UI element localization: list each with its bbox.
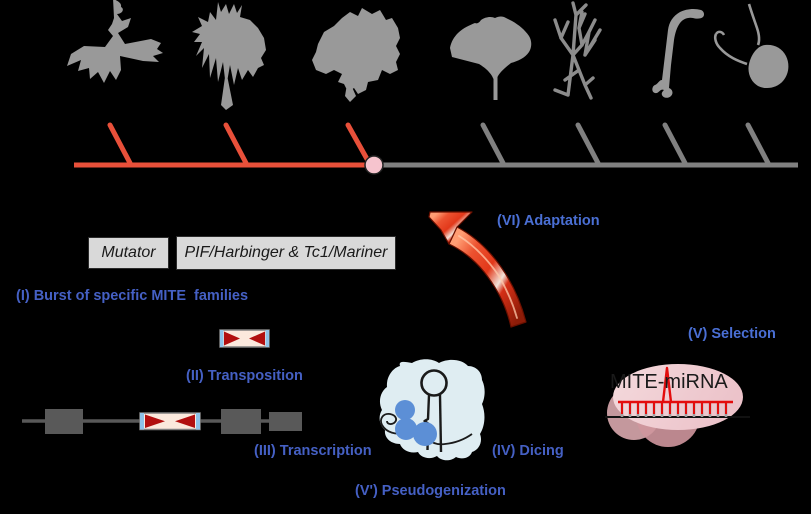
- svg-text:MITE-miRNA: MITE-miRNA: [610, 371, 728, 393]
